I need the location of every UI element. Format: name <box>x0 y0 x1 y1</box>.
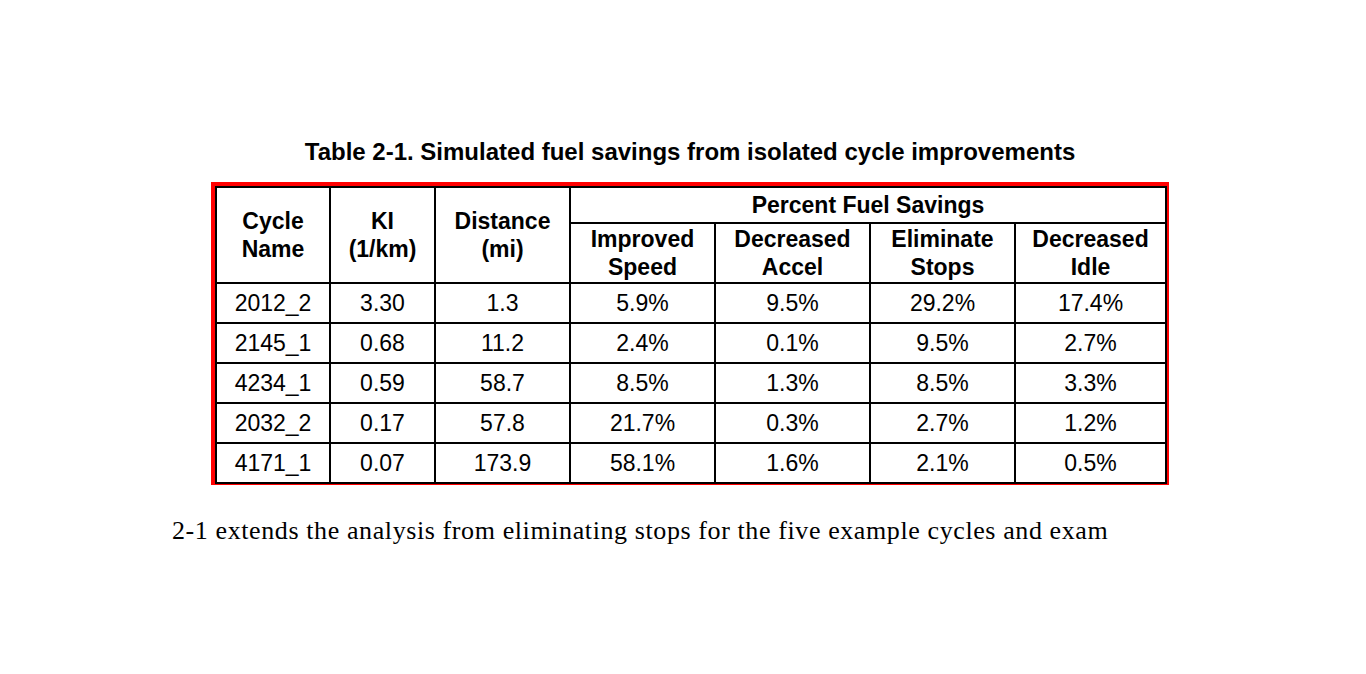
cell-improved-speed: 8.5% <box>570 363 715 403</box>
cell-decreased-accel: 1.6% <box>715 443 870 483</box>
group-header-percent-fuel-savings: Percent Fuel Savings <box>570 187 1166 223</box>
table-row: 4171_1 0.07 173.9 58.1% 1.6% 2.1% 0.5% <box>216 443 1166 483</box>
cell-decreased-idle: 1.2% <box>1015 403 1166 443</box>
col-header-distance: Distance (mi) <box>435 187 570 283</box>
cell-ki: 0.59 <box>330 363 435 403</box>
cell-cycle-name: 4234_1 <box>216 363 330 403</box>
cell-decreased-accel: 0.1% <box>715 323 870 363</box>
cell-improved-speed: 21.7% <box>570 403 715 443</box>
header-row-group: Cycle Name KI (1/km) Distance (mi) Perce… <box>216 187 1166 223</box>
cell-cycle-name: 2032_2 <box>216 403 330 443</box>
cell-decreased-idle: 2.7% <box>1015 323 1166 363</box>
body-text-line: 2-1 extends the analysis from eliminatin… <box>172 514 1362 548</box>
cell-decreased-accel: 0.3% <box>715 403 870 443</box>
col-header-decreased-accel: Decreased Accel <box>715 223 870 283</box>
cell-eliminate-stops: 2.1% <box>870 443 1015 483</box>
cell-eliminate-stops: 9.5% <box>870 323 1015 363</box>
cell-ki: 0.68 <box>330 323 435 363</box>
col-header-decreased-idle: Decreased Idle <box>1015 223 1166 283</box>
cell-distance: 58.7 <box>435 363 570 403</box>
cell-cycle-name: 2012_2 <box>216 283 330 323</box>
cell-cycle-name: 4171_1 <box>216 443 330 483</box>
cell-distance: 1.3 <box>435 283 570 323</box>
cell-ki: 0.07 <box>330 443 435 483</box>
table-caption: Table 2-1. Simulated fuel savings from i… <box>211 139 1169 165</box>
cell-improved-speed: 5.9% <box>570 283 715 323</box>
cell-cycle-name: 2145_1 <box>216 323 330 363</box>
col-header-improved-speed: Improved Speed <box>570 223 715 283</box>
col-header-eliminate-stops: Eliminate Stops <box>870 223 1015 283</box>
table-row: 2145_1 0.68 11.2 2.4% 0.1% 9.5% 2.7% <box>216 323 1166 363</box>
col-header-ki: KI (1/km) <box>330 187 435 283</box>
cell-eliminate-stops: 8.5% <box>870 363 1015 403</box>
cell-eliminate-stops: 29.2% <box>870 283 1015 323</box>
table-row: 4234_1 0.59 58.7 8.5% 1.3% 8.5% 3.3% <box>216 363 1166 403</box>
cell-distance: 57.8 <box>435 403 570 443</box>
table-red-border-frame: Cycle Name KI (1/km) Distance (mi) Perce… <box>211 182 1169 485</box>
cell-decreased-idle: 3.3% <box>1015 363 1166 403</box>
cell-ki: 3.30 <box>330 283 435 323</box>
col-header-cycle-name: Cycle Name <box>216 187 330 283</box>
cell-decreased-accel: 1.3% <box>715 363 870 403</box>
fuel-savings-table: Cycle Name KI (1/km) Distance (mi) Perce… <box>215 186 1167 484</box>
cell-decreased-accel: 9.5% <box>715 283 870 323</box>
table-row: 2012_2 3.30 1.3 5.9% 9.5% 29.2% 17.4% <box>216 283 1166 323</box>
cell-distance: 11.2 <box>435 323 570 363</box>
cell-improved-speed: 2.4% <box>570 323 715 363</box>
cell-distance: 173.9 <box>435 443 570 483</box>
table-row: 2032_2 0.17 57.8 21.7% 0.3% 2.7% 1.2% <box>216 403 1166 443</box>
cell-decreased-idle: 17.4% <box>1015 283 1166 323</box>
cell-ki: 0.17 <box>330 403 435 443</box>
cell-improved-speed: 58.1% <box>570 443 715 483</box>
cell-eliminate-stops: 2.7% <box>870 403 1015 443</box>
document-page: Table 2-1. Simulated fuel savings from i… <box>0 0 1366 674</box>
cell-decreased-idle: 0.5% <box>1015 443 1166 483</box>
